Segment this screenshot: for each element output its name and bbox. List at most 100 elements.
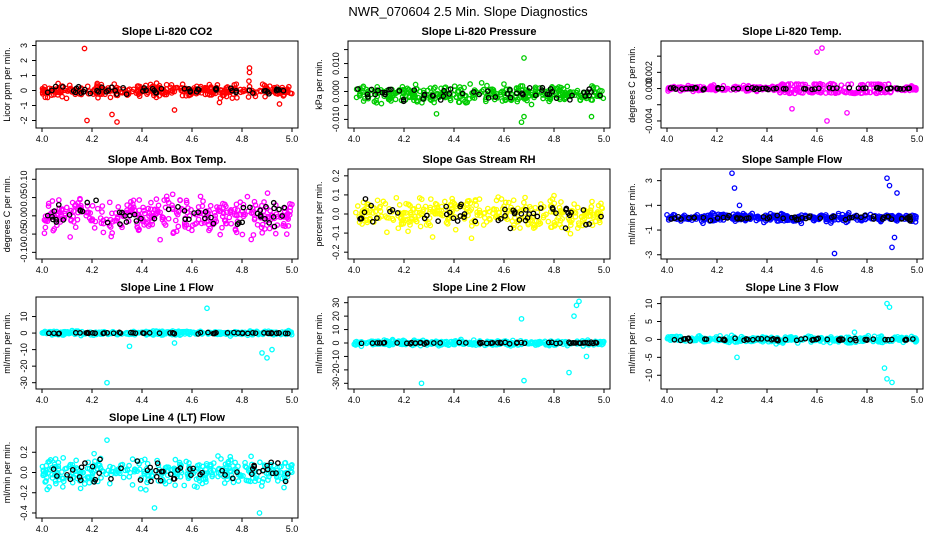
x-tick-label: 4.4 bbox=[448, 134, 461, 144]
x-tick-label: 5.0 bbox=[598, 265, 611, 275]
reference-point bbox=[746, 215, 752, 221]
data-point bbox=[851, 329, 858, 336]
data-point bbox=[164, 472, 171, 479]
reference-point bbox=[707, 217, 714, 224]
data-point bbox=[99, 203, 106, 209]
data-point bbox=[384, 229, 390, 236]
reference-point bbox=[231, 329, 237, 336]
data-point bbox=[258, 224, 265, 231]
panel-title: Slope Li-820 CO2 bbox=[122, 26, 212, 38]
y-tick-label: 0.2 bbox=[19, 446, 29, 459]
y-tick-label: -10 bbox=[19, 343, 29, 356]
reference-point bbox=[461, 211, 468, 217]
reference-point bbox=[67, 476, 74, 483]
reference-point bbox=[69, 467, 76, 473]
reference-point bbox=[802, 86, 809, 92]
reference-point bbox=[732, 335, 738, 342]
reference-point bbox=[51, 330, 57, 337]
data-point bbox=[417, 223, 424, 230]
reference-point bbox=[197, 471, 204, 478]
data-point bbox=[256, 510, 263, 516]
data-point bbox=[156, 92, 163, 99]
reference-point bbox=[826, 84, 833, 91]
data-point bbox=[148, 206, 154, 213]
reference-point bbox=[534, 213, 541, 220]
panel-title: Slope Gas Stream RH bbox=[422, 154, 535, 166]
data-point bbox=[109, 111, 115, 118]
data-point bbox=[571, 313, 577, 319]
x-tick-label: 4.8 bbox=[548, 134, 561, 144]
reference-point bbox=[273, 470, 279, 476]
data-point bbox=[267, 207, 273, 214]
reference-point bbox=[884, 213, 891, 220]
x-tick-label: 5.0 bbox=[286, 524, 299, 534]
data-point bbox=[889, 244, 895, 251]
y-axis-label: degrees C per min. bbox=[627, 46, 637, 123]
data-point bbox=[246, 69, 253, 76]
data-point bbox=[134, 88, 140, 94]
data-point bbox=[284, 214, 291, 221]
data-point bbox=[115, 204, 122, 210]
y-tick-label: -0.004 bbox=[644, 108, 654, 134]
reference-point bbox=[149, 85, 156, 92]
panel-title: Slope Li-820 Temp. bbox=[742, 26, 841, 38]
y-tick-label: 10 bbox=[19, 312, 29, 322]
data-point bbox=[91, 225, 98, 231]
data-point bbox=[185, 225, 192, 232]
data-point bbox=[412, 93, 418, 100]
data-point bbox=[878, 333, 885, 339]
y-tick-label: 10 bbox=[331, 325, 341, 335]
data-point bbox=[162, 222, 169, 228]
data-point bbox=[894, 190, 900, 196]
data-point bbox=[197, 193, 204, 200]
data-point bbox=[884, 375, 890, 382]
data-point bbox=[285, 463, 292, 470]
y-axis-label: ml/min per min. bbox=[2, 312, 12, 374]
reference-point bbox=[744, 85, 751, 92]
data-point bbox=[392, 96, 399, 103]
reference-point bbox=[374, 215, 380, 221]
data-point bbox=[227, 209, 234, 216]
panel-10: Slope Line 4 (LT) Flow ml/min per min. 4.0… bbox=[2, 412, 299, 534]
reference-point bbox=[84, 199, 91, 206]
data-point bbox=[418, 196, 425, 203]
data-point bbox=[159, 216, 166, 223]
data-point bbox=[198, 220, 205, 227]
data-point bbox=[455, 88, 461, 95]
reference-point bbox=[167, 330, 173, 336]
reference-point bbox=[196, 86, 202, 93]
x-tick-label: 4.8 bbox=[861, 134, 874, 144]
data-point bbox=[789, 105, 795, 112]
y-axis-label: ml/min per min. bbox=[314, 312, 324, 374]
reference-point bbox=[898, 216, 905, 222]
reference-point bbox=[151, 215, 158, 222]
reference-point bbox=[104, 329, 111, 336]
data-point bbox=[407, 222, 413, 228]
data-point bbox=[415, 203, 422, 210]
reference-point bbox=[154, 460, 161, 467]
data-point bbox=[575, 220, 582, 226]
reference-point bbox=[276, 330, 282, 336]
reference-point bbox=[165, 206, 172, 213]
reference-point bbox=[454, 218, 461, 224]
data-point bbox=[472, 197, 479, 203]
reference-point bbox=[443, 203, 450, 210]
reference-point bbox=[358, 215, 365, 222]
y-tick-label: 3 bbox=[644, 178, 654, 183]
panel-title: Slope Amb. Box Temp. bbox=[108, 154, 227, 166]
y-axis-label: ml/min per min. bbox=[2, 442, 12, 504]
data-point bbox=[186, 460, 192, 466]
data-point bbox=[144, 460, 151, 467]
reference-point bbox=[273, 330, 280, 337]
reference-point bbox=[134, 458, 141, 464]
reference-point bbox=[549, 205, 556, 211]
data-point bbox=[574, 204, 581, 211]
data-point bbox=[433, 110, 440, 117]
data-point bbox=[490, 206, 497, 212]
reference-point bbox=[249, 471, 255, 478]
reference-point bbox=[842, 216, 849, 223]
data-point bbox=[77, 195, 83, 202]
data-point bbox=[165, 199, 172, 206]
reference-point bbox=[598, 213, 604, 220]
panel-1: Slope Li-820 CO2 Licor ppm per min. 4.0 4.2… bbox=[2, 26, 299, 144]
